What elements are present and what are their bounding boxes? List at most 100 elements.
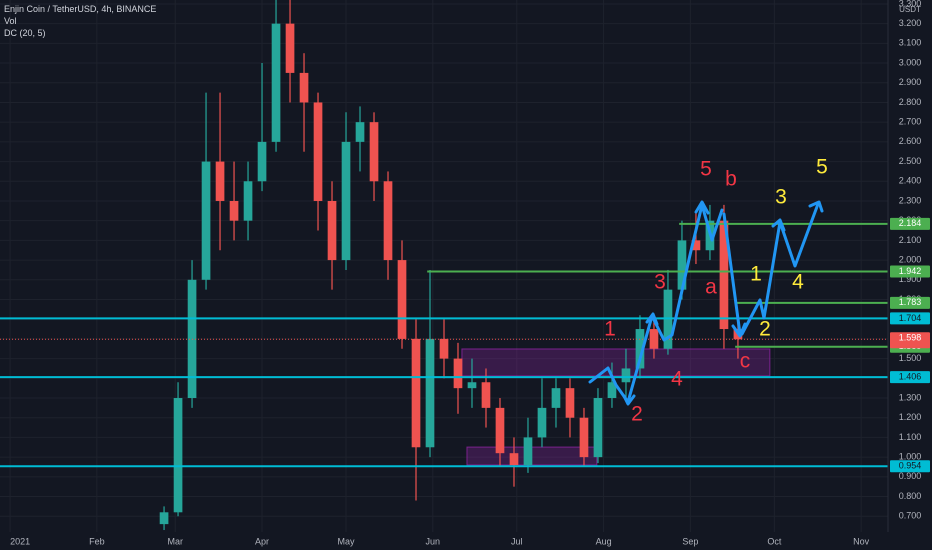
candle-body	[551, 388, 561, 408]
y-tick-label: 3.100	[899, 38, 922, 48]
candle-body	[719, 220, 729, 330]
arrow-head	[731, 322, 747, 338]
wave-label: 3	[654, 271, 666, 294]
wave-label: 3	[775, 186, 787, 209]
last-price-tag	[890, 332, 930, 349]
y-tick-label: 1.000	[899, 452, 922, 462]
y-tick-label: 3.200	[899, 18, 922, 28]
axes: 0.7000.8000.9001.0001.1001.2001.3001.400…	[10, 0, 930, 546]
candle-body	[621, 368, 631, 383]
wave-label: 2	[631, 403, 643, 426]
candle-body	[327, 200, 337, 261]
indicator-label: DC (20, 5)	[4, 28, 46, 38]
wave-label: 2	[759, 318, 771, 341]
levels	[0, 222, 888, 468]
candle-body	[173, 398, 183, 513]
x-tick-label: Jun	[426, 536, 441, 546]
wave-label: 1	[604, 318, 616, 341]
currency-label: USDT	[899, 5, 921, 14]
candle-body	[439, 338, 449, 359]
candle-body	[691, 240, 701, 251]
chart-title: Enjin Coin / TetherUSD, 4h, BINANCE	[4, 4, 156, 14]
x-tick-label: Feb	[89, 536, 105, 546]
wave-label: 5	[700, 158, 712, 181]
y-tick-label: 1.100	[899, 432, 922, 442]
wave-label: 4	[671, 368, 683, 391]
candle-body	[565, 388, 575, 418]
y-tick-label: 2.100	[899, 235, 922, 245]
level-label: 0.954	[899, 461, 922, 471]
candle-body	[285, 23, 295, 73]
level-label: 1.704	[899, 313, 922, 323]
candle-body	[411, 338, 421, 448]
candle-body	[593, 398, 603, 458]
candle-body	[677, 240, 687, 290]
x-tick-label: Apr	[255, 536, 269, 546]
y-tick-label: 1.300	[899, 392, 922, 402]
arrow-head	[808, 200, 824, 213]
level-tag	[890, 371, 930, 384]
y-tick-label: 3.000	[899, 57, 922, 67]
y-tick-label: 0.900	[899, 471, 922, 481]
wave-label: a	[705, 276, 717, 299]
wave-label: 5	[816, 156, 828, 179]
candle-body	[607, 382, 617, 399]
candle-body	[579, 417, 589, 458]
y-tick-label: 2.500	[899, 156, 922, 166]
level-tag	[890, 312, 930, 325]
candle-body	[509, 453, 519, 466]
x-tick-label: Sep	[682, 536, 698, 546]
level-tag	[890, 217, 930, 230]
candle-body	[215, 161, 225, 201]
candle-body	[537, 407, 547, 438]
level-tag	[890, 265, 930, 278]
y-tick-label: 2.900	[899, 77, 922, 87]
candle-body	[649, 329, 659, 349]
candle-body	[453, 358, 463, 389]
candle-body	[495, 407, 505, 454]
indicator-label: Vol	[4, 16, 17, 26]
zone	[461, 348, 771, 377]
y-tick-label: 2.300	[899, 195, 922, 205]
wave-labels: 1 2 3 4 5 a b c 1 2 3 4 5	[604, 156, 828, 426]
level-tag	[890, 296, 930, 309]
y-tick-label: 2.400	[899, 176, 922, 186]
x-tick-label: Aug	[596, 536, 612, 546]
wave-label: 4	[792, 271, 804, 294]
x-tick-label: Nov	[853, 536, 870, 546]
candle-body	[481, 382, 491, 408]
candle-body	[201, 161, 211, 280]
last-price-label: 1.598	[899, 333, 922, 343]
arrow-head	[694, 200, 710, 215]
x-tick-label: Oct	[767, 536, 782, 546]
candle-body	[635, 329, 645, 369]
arrow-head	[645, 312, 659, 326]
level-label: 2.184	[899, 218, 922, 228]
arrow-path	[722, 212, 742, 336]
level-tag	[890, 460, 930, 473]
candle-body	[159, 512, 169, 525]
y-tick-label: 1.200	[899, 412, 922, 422]
wave-arrows	[588, 200, 824, 406]
y-tick-label: 0.700	[899, 511, 922, 521]
candle-body	[355, 122, 365, 142]
level-label: 1.406	[899, 372, 922, 382]
y-tick-label: 3.300	[899, 0, 922, 8]
y-tick-label: 0.800	[899, 491, 922, 501]
x-tick-label: Jul	[511, 536, 523, 546]
arrow-head	[771, 218, 786, 232]
arrow-path	[588, 203, 724, 404]
candle-body	[341, 141, 351, 261]
x-tick-label: 2021	[10, 536, 30, 546]
level-label: 1.942	[899, 266, 922, 276]
arrow-path	[740, 202, 820, 336]
y-tick-label: 1.500	[899, 353, 922, 363]
candle-body	[397, 260, 407, 339]
candle-body	[299, 72, 309, 103]
candle-body	[369, 122, 379, 182]
level-label: 1.783	[899, 297, 922, 307]
y-tick-label: 2.800	[899, 97, 922, 107]
y-tick-label: 1.900	[899, 274, 922, 284]
